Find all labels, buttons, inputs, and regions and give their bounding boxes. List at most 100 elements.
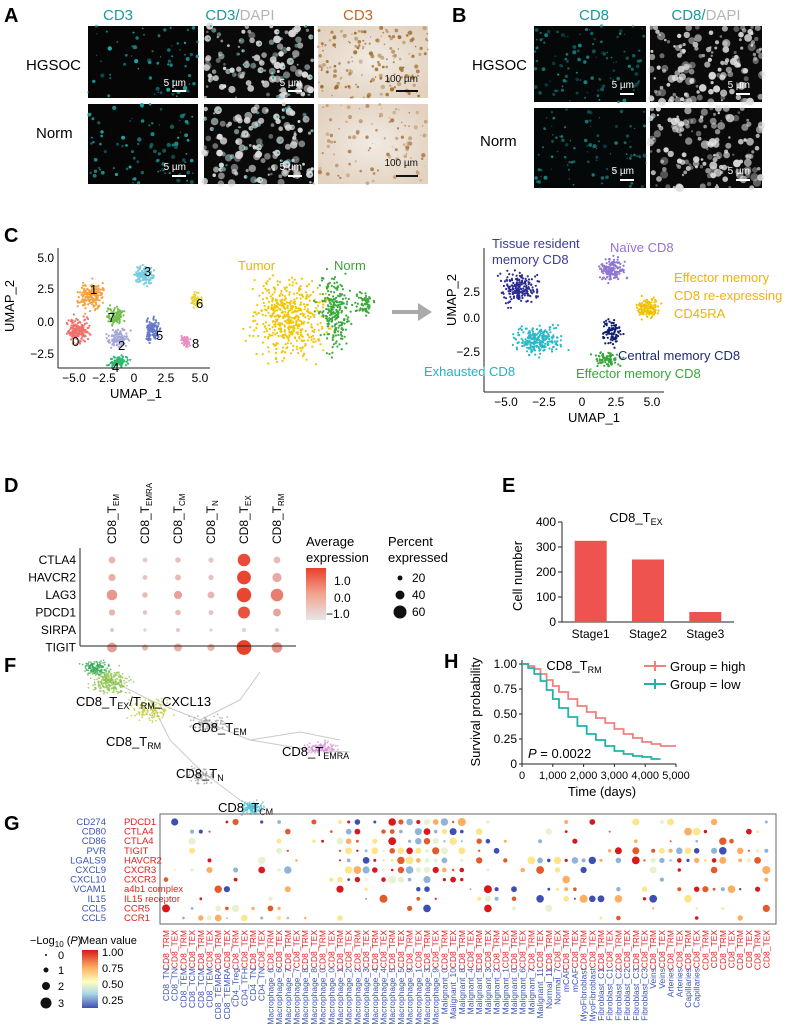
umap-point <box>136 269 140 272</box>
umap-point <box>529 295 532 298</box>
umap-point <box>338 324 341 327</box>
texture-dot <box>393 73 396 76</box>
umap-point <box>186 345 189 348</box>
texture-dot <box>277 95 280 98</box>
umap-point <box>328 293 331 296</box>
texture-dot <box>551 125 553 127</box>
trajectory-point <box>110 687 113 690</box>
texture-dot <box>653 130 661 138</box>
umap-point <box>308 336 311 339</box>
umap-point <box>613 346 616 349</box>
texture-dot <box>173 145 178 149</box>
umap-point <box>325 308 328 311</box>
umap-point <box>527 281 530 284</box>
texture-dot <box>136 160 140 164</box>
texture-dot <box>147 58 152 63</box>
texture-dot <box>743 158 752 167</box>
texture-dot <box>377 63 381 67</box>
texture-dot <box>657 123 661 128</box>
texture-dot <box>235 138 243 146</box>
umap-point <box>509 289 512 293</box>
umap-point <box>270 306 273 309</box>
texture-dot <box>427 48 429 51</box>
umap-point <box>516 295 519 298</box>
texture-dot <box>234 73 237 76</box>
texture-dot <box>742 68 749 74</box>
trajectory-point <box>119 684 122 687</box>
umap-point <box>118 322 121 325</box>
umap-point <box>622 264 625 267</box>
texture-dot <box>714 46 718 50</box>
texture-dot <box>713 112 716 116</box>
umap-point <box>277 302 280 305</box>
umap-point <box>614 276 617 279</box>
texture-dot <box>277 151 280 154</box>
umap-point <box>87 326 90 329</box>
trajectory-point <box>114 683 116 685</box>
texture-dot <box>625 134 630 138</box>
umap-point <box>133 273 136 276</box>
umap-point <box>607 360 611 363</box>
trajectory-point <box>102 685 104 688</box>
texture-dot <box>100 134 104 138</box>
texture-dot <box>613 168 617 173</box>
texture-dot <box>662 167 667 172</box>
umap-point <box>147 275 150 278</box>
texture-dot <box>251 121 259 129</box>
dotplot-dot <box>110 628 114 632</box>
texture-dot <box>721 63 724 66</box>
texture-dot <box>362 39 365 42</box>
texture-dot <box>218 109 220 112</box>
texture-dot <box>563 126 567 129</box>
dotplot-row-label: HAVCR2 <box>28 571 76 585</box>
umap-point <box>255 326 258 330</box>
texture-dot <box>407 91 411 96</box>
texture-dot <box>393 86 396 89</box>
umap-point <box>333 282 336 285</box>
umap-point <box>325 267 328 271</box>
umap-point <box>650 297 653 301</box>
umap-point <box>316 286 319 289</box>
umap-point <box>154 319 158 322</box>
texture-dot <box>114 172 119 177</box>
dotplot-column-labels: CD8_TEMCD8_TEMRACD8_TCMCD8_TNCD8_TEXCD8_… <box>105 482 286 544</box>
trajectory-point <box>148 713 151 716</box>
scale-bars-a: 5 µm 5 µm 100 µm 5 µm 5 µm 100 µm <box>164 74 418 177</box>
texture-dot <box>630 181 634 185</box>
umap-point <box>340 311 343 314</box>
trajectory-point <box>334 744 337 747</box>
texture-dot <box>298 85 303 90</box>
texture-dot <box>89 171 93 175</box>
umap-point <box>530 300 533 303</box>
texture-dot <box>372 172 376 175</box>
texture-dot <box>398 57 402 61</box>
umap-point <box>359 296 363 299</box>
umap-point <box>282 305 285 308</box>
texture-dot <box>623 33 626 35</box>
umap-point <box>95 293 98 296</box>
umap-point <box>87 297 90 300</box>
texture-dot <box>383 43 386 46</box>
texture-dot <box>278 93 286 101</box>
texture-dot <box>415 69 420 74</box>
umap-point <box>539 340 542 343</box>
texture-dot <box>276 43 284 50</box>
texture-dot <box>413 125 418 130</box>
umap-point <box>355 293 358 296</box>
texture-dot <box>688 68 695 75</box>
umap-point <box>601 276 605 280</box>
umap-point <box>85 322 88 325</box>
umap-point <box>267 335 270 338</box>
texture-dot <box>393 175 397 179</box>
umap-point <box>71 319 74 322</box>
trajectory-point <box>106 674 109 677</box>
texture-dot <box>354 44 358 48</box>
texture-dot <box>534 176 538 180</box>
texture-dot <box>407 74 411 78</box>
texture-dot <box>662 68 667 73</box>
texture-dot <box>552 141 554 143</box>
trajectory-point <box>161 711 164 714</box>
umap-point <box>267 288 270 291</box>
umap-point <box>108 341 111 344</box>
texture-dot <box>321 152 324 155</box>
